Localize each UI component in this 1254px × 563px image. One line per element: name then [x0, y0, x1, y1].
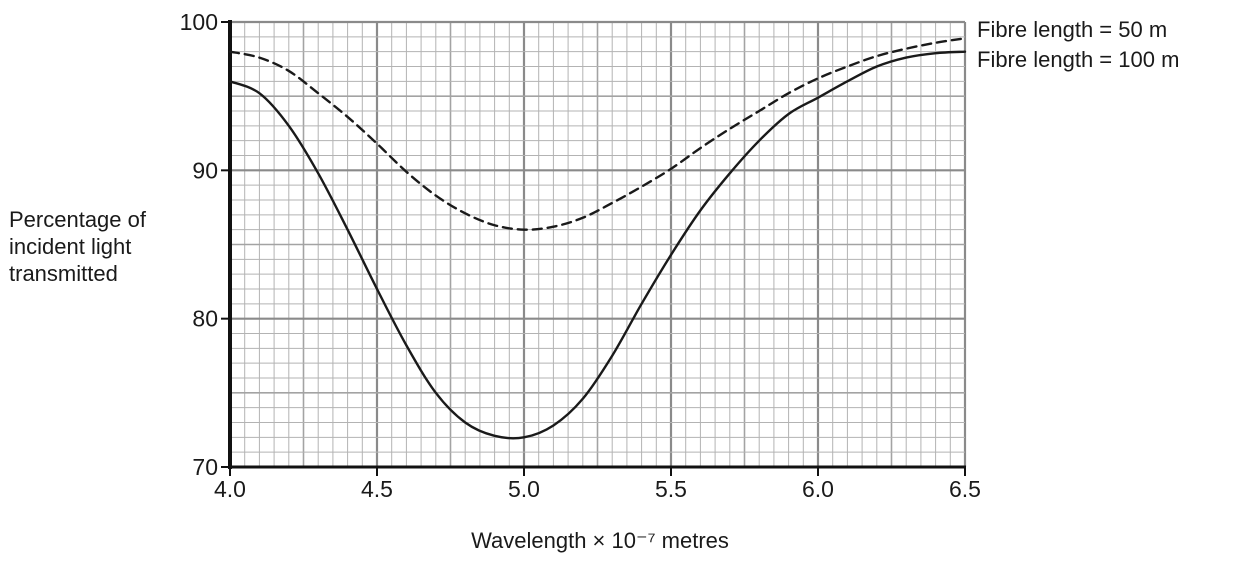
x-tick-label: 4.5	[361, 476, 393, 502]
x-tick-label: 5.5	[655, 476, 687, 502]
grid	[228, 20, 967, 469]
series-line-100m	[228, 50, 967, 440]
y-axis-title-line: incident light	[9, 234, 131, 259]
y-axis-title-line: transmitted	[9, 261, 118, 286]
axes	[221, 20, 966, 476]
y-axis-title-line: Percentage of	[9, 207, 147, 232]
labels: 4.0 4.5 5.0 5.5 6.0 6.5 70 80 90 100 Fibre length …	[9, 9, 1179, 553]
legend-entry: Fibre length = 50 m	[977, 17, 1167, 42]
x-tick-label: 5.0	[508, 476, 540, 502]
x-axis-title: Wavelength × 10⁻⁷ metres	[471, 528, 729, 553]
series-line-50m	[228, 37, 967, 231]
y-tick-label: 70	[192, 454, 218, 480]
y-tick-label: 100	[180, 9, 218, 35]
y-tick-label: 80	[192, 306, 218, 332]
x-tick-label: 6.5	[949, 476, 981, 502]
series	[228, 37, 967, 440]
legend-entry: Fibre length = 100 m	[977, 47, 1179, 72]
y-tick-label: 90	[192, 157, 218, 183]
x-tick-label: 4.0	[214, 476, 246, 502]
x-tick-label: 6.0	[802, 476, 834, 502]
